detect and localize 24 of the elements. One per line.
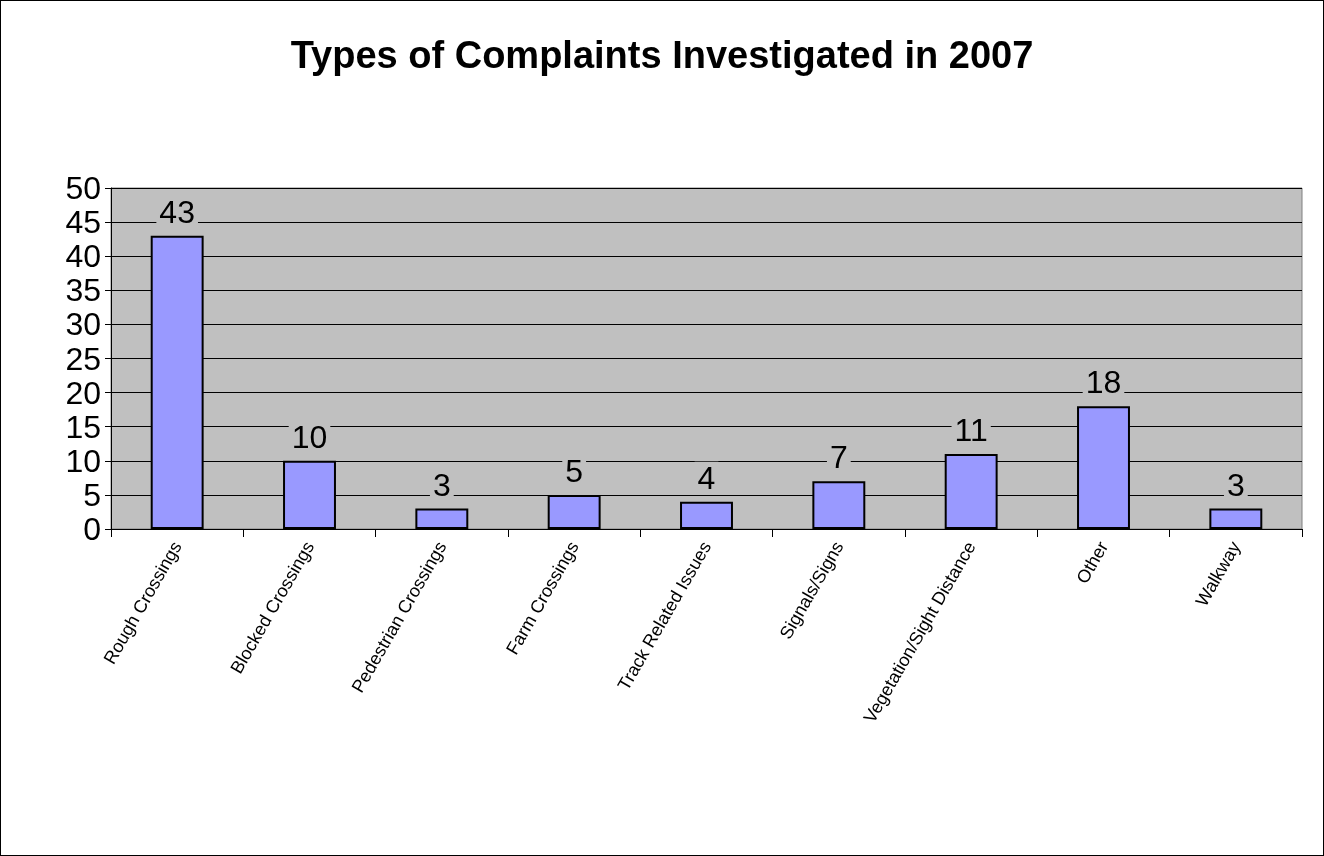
y-tick-label: 5 [83,476,101,513]
data-label: 3 [432,466,451,503]
y-tick-label: 0 [83,511,101,547]
data-label: 10 [291,418,328,455]
y-tick-label: 45 [65,204,101,241]
bar [680,501,733,529]
y-tick-label: 30 [65,306,101,343]
data-label: 43 [159,193,195,230]
chart-title: Types of Complaints Investigated in 2007 [290,34,1034,76]
data-label: 5 [565,452,584,489]
y-tick-label: 10 [65,442,101,479]
y-tick-label: 35 [65,272,101,309]
data-label: 4 [697,459,716,496]
y-tick-label: 25 [65,340,101,377]
bar [1209,508,1263,529]
y-tick-label: 50 [65,170,101,206]
y-tick-label: 15 [65,408,101,445]
bar [415,508,469,529]
y-tick-label: 20 [65,374,101,411]
data-label: 18 [1085,364,1122,401]
data-label: 11 [954,411,988,448]
data-label: 3 [1226,466,1245,503]
y-tick-label: 40 [65,238,101,275]
data-label: 7 [829,439,848,476]
